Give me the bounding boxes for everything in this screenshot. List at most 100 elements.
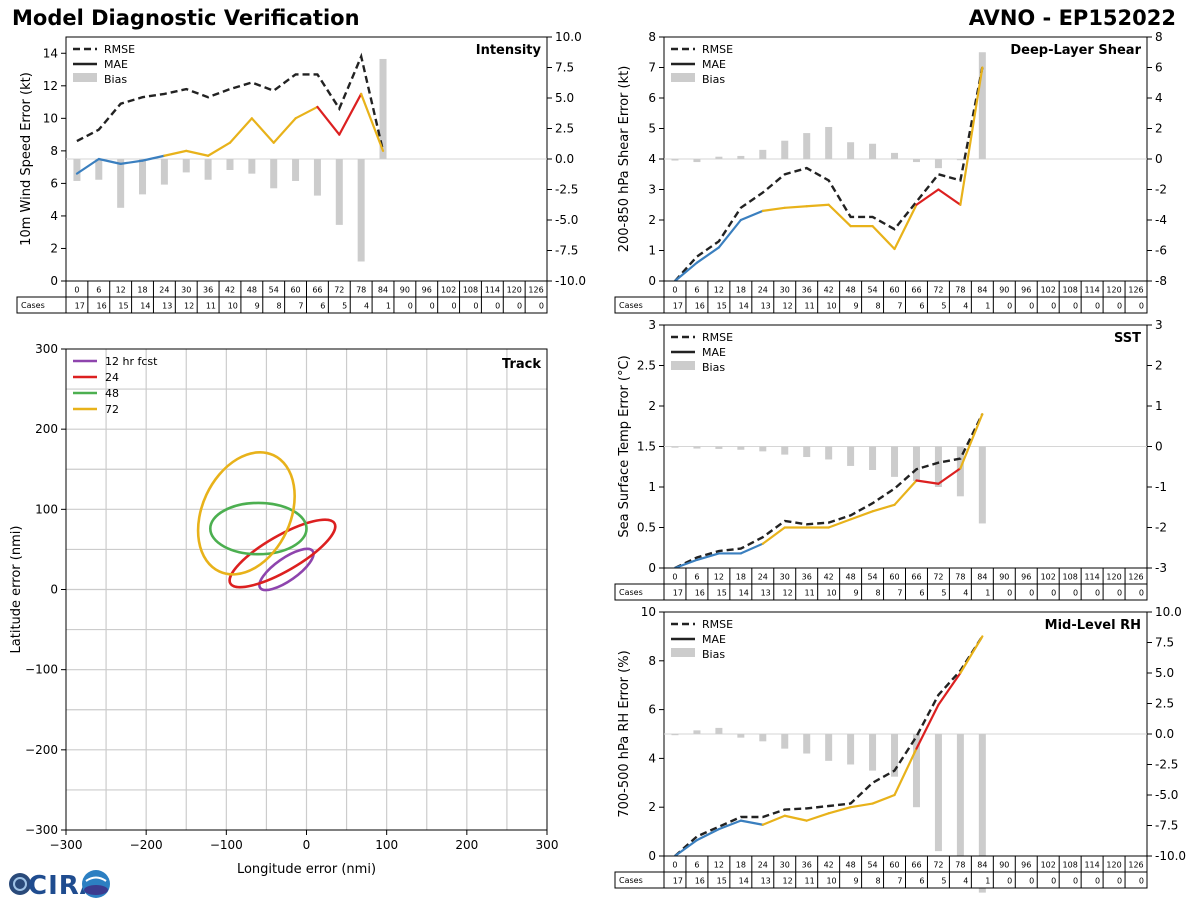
shear-mae-segment [783,205,808,209]
sst-bias-bar [891,446,899,477]
rh-cases-row [614,871,1148,889]
track-ylabel: Latitude error (nmi) [9,526,24,654]
cira-globe-icon [9,873,31,895]
shear-title: Deep-Layer Shear [1010,43,1141,58]
rh-case-count: 0 [1139,877,1144,886]
shear-ytick-label: 6 [648,91,656,105]
sst-bias-bar [781,446,789,455]
intensity-mae-segment [207,141,232,157]
intensity-bias-bar [117,159,125,208]
rh-case-count: 14 [739,877,749,886]
shear-case-count: 4 [963,302,968,311]
shear-hour-label: 6 [694,286,699,295]
sst-case-count: 7 [897,589,902,598]
track-xtick-label: −300 [50,838,83,852]
intensity-mae-segment [338,92,363,136]
intensity-hour-label: 54 [269,286,279,295]
shear-bias-bar [803,133,811,159]
rh-bias-bar [671,734,679,736]
shear-hour-label: 90 [999,286,1009,295]
shear-hour-label: 12 [714,286,724,295]
rh-bias-bar [825,734,833,761]
sst-ytick-label: 0.5 [637,521,656,535]
rh-bias-bar [934,734,942,852]
rh-case-count: 6 [919,877,924,886]
sst-bias-bar [715,446,723,449]
intensity-bias-bar [73,159,81,181]
rh-hour-label: 96 [1021,861,1031,870]
shear-bias-bar [781,140,789,159]
shear-hour-label: 36 [802,286,812,295]
shear-case-count: 10 [826,302,836,311]
intensity-case-count: 10 [228,302,238,311]
intensity-hour-label: 78 [356,286,366,295]
sst-hour-label: 36 [802,573,812,582]
shear-case-count: 0 [1117,302,1122,311]
sst-title: SST [1114,331,1141,346]
shear-bias-bar [956,159,964,161]
sst-legend-label: Bias [702,361,725,374]
sst-mae-segment [959,413,984,470]
sst-ytick-label: 3 [648,318,656,332]
intensity-case-count: 1 [386,302,391,311]
sst-ytick-right-label: -2 [1155,521,1167,535]
shear-legend-bias-swatch [671,73,695,82]
rh-ytick-right-label: -2.5 [1155,758,1178,772]
shear-legend-label: RMSE [702,43,733,56]
rh-mae-segment [783,814,808,822]
shear-case-count: 0 [1007,302,1012,311]
rh-bias-bar [803,734,811,754]
shear-ytick-label: 7 [648,61,656,75]
sst-hour-label: 84 [977,573,987,582]
shear-case-count: 14 [739,302,749,311]
intensity-mae-segment [185,149,210,157]
shear-case-count: 0 [1139,302,1144,311]
intensity-legend-label: RMSE [104,43,135,56]
page-title: Model Diagnostic Verification [12,6,360,30]
intensity-hour-label: 84 [378,286,388,295]
track-xtick-label: −100 [210,838,243,852]
shear-legend-label: Bias [702,73,725,86]
shear-ytick-label: 8 [648,30,656,44]
shear-case-count: 17 [673,302,683,311]
intensity-case-count: 7 [298,302,303,311]
rh-hour-label: 108 [1063,861,1078,870]
track-error-ellipse [208,501,308,556]
rh-hour-label: 120 [1106,861,1121,870]
shear-ytick-right-label: 4 [1155,91,1163,105]
shear-mae-segment [915,188,940,206]
intensity-case-count: 16 [97,302,107,311]
track-legend-label: 48 [105,387,119,400]
intensity-ytick-label: 12 [43,79,58,93]
intensity-ytick-right-label: 10.0 [555,30,582,44]
intensity-mae-segment [119,159,144,165]
shear-ytick-right-label: 0 [1155,152,1163,166]
rh-bias-bar [978,734,986,893]
rh-hour-label: 36 [802,861,812,870]
sst-hour-label: 12 [714,573,724,582]
shear-case-count: 8 [875,302,880,311]
shear-case-count: 6 [919,302,924,311]
shear-case-count: 5 [941,302,946,311]
intensity-ytick-right-label: 5.0 [555,91,574,105]
intensity-hour-label: 30 [181,286,191,295]
intensity-case-count: 0 [473,302,478,311]
intensity-case-count: 15 [118,302,128,311]
shear-bias-bar [847,142,855,159]
intensity-case-count: 4 [364,302,369,311]
sst-bias-bar [978,446,986,524]
track-error-ellipse [258,547,315,592]
rh-ytick-right-label: 7.5 [1155,636,1174,650]
sst-hour-label: 120 [1106,573,1121,582]
track-error-ellipse [228,518,337,589]
sst-bias-bar [759,446,767,452]
track-error-ellipse [196,451,296,576]
intensity-ytick-label: 2 [50,241,58,255]
rh-ytick-label: 0 [648,849,656,863]
intensity-ytick-label: 8 [50,144,58,158]
rh-hour-label: 114 [1084,861,1099,870]
intensity-ytick-label: 4 [50,209,58,223]
rh-mae-segment [673,839,699,858]
sst-hour-label: 6 [694,573,699,582]
shear-ytick-right-label: -2 [1155,183,1167,197]
